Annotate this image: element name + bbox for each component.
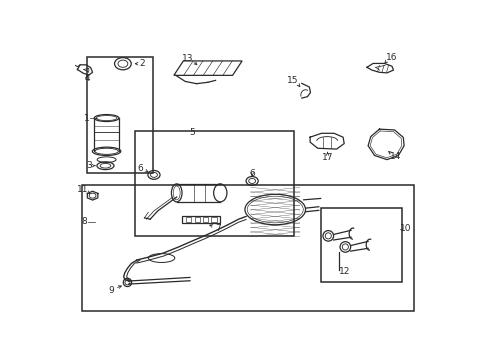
Text: 8: 8 [81, 217, 87, 226]
Text: 12: 12 [338, 267, 349, 276]
Bar [87, 57, 153, 174]
Text: 2: 2 [140, 59, 145, 68]
Text: 14: 14 [389, 152, 401, 161]
Text: 11: 11 [77, 185, 89, 194]
Bar [82, 185, 413, 311]
Bar [320, 208, 401, 282]
Bar [211, 217, 216, 222]
Text: 10: 10 [399, 224, 410, 233]
Text: 1: 1 [83, 113, 89, 122]
Text: 16: 16 [385, 53, 397, 62]
Text: 13: 13 [182, 54, 193, 63]
Text: 15: 15 [287, 76, 298, 85]
Bar [135, 131, 294, 236]
Text: 3: 3 [86, 161, 92, 170]
Bar [186, 217, 191, 222]
Bar [203, 217, 208, 222]
Text: 6: 6 [249, 169, 254, 178]
Text: 5: 5 [189, 128, 195, 137]
Text: 17: 17 [321, 153, 333, 162]
Text: 6: 6 [138, 164, 143, 173]
Text: 4: 4 [84, 74, 89, 83]
Text: 7: 7 [215, 224, 221, 233]
Text: 9: 9 [108, 286, 114, 295]
Bar [194, 217, 200, 222]
